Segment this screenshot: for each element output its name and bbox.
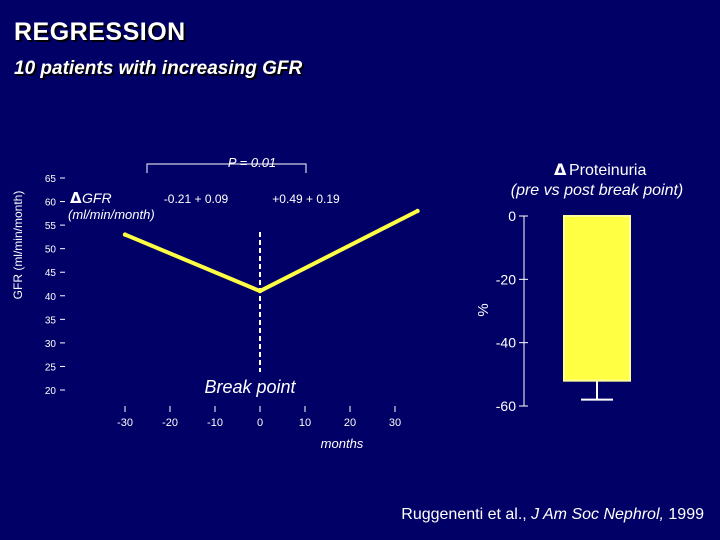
- proteinuria-bar-chart: Δ Proteinuria (pre vs post break point) 0 -2…: [475, 160, 683, 414]
- y-axis-label: GFR (ml/min/month): [11, 191, 25, 300]
- gfr-line-chart: 65 60 55 50 45 40 35 30 25 20 -30 -20 -10 0 10 20 30 mont…: [11, 155, 420, 451]
- proteinuria-bar: [563, 215, 631, 382]
- y-tick-label: 55: [45, 221, 57, 232]
- x-tick-label: 30: [389, 417, 401, 429]
- y-tick-label: 60: [45, 198, 57, 209]
- x-tick-label: -30: [117, 417, 133, 429]
- bar-y-tick-label: -60: [496, 398, 516, 414]
- x-tick-label: -20: [162, 417, 178, 429]
- y-tick-label: 30: [45, 339, 57, 350]
- p-value-text: P = 0.01: [228, 155, 276, 170]
- bar-title-line2: (pre vs post break point): [511, 182, 684, 199]
- x-tick-label: 20: [344, 417, 356, 429]
- y-tick-label: 35: [45, 315, 57, 326]
- p-value-bracket: [146, 163, 307, 173]
- gfr-series-line: [124, 209, 419, 294]
- citation-authors: Ruggenenti et al.,: [401, 506, 532, 523]
- x-tick-label: 10: [299, 417, 311, 429]
- y-tick-label: 45: [45, 268, 57, 279]
- slope-pre: -0.21 + 0.09: [164, 192, 229, 206]
- gfr-point: [122, 232, 128, 237]
- citation-journal: J Am Soc Nephrol,: [531, 506, 664, 523]
- page-title: REGRESSION: [14, 18, 186, 46]
- x-tick-label: -10: [207, 417, 223, 429]
- slope-post: +0.49 + 0.19: [272, 192, 340, 206]
- gfr-point: [257, 288, 263, 294]
- gfr-point: [415, 208, 420, 214]
- bar-y-tick-label: 0: [508, 208, 516, 224]
- delta-gfr-unit: (ml/min/month): [68, 207, 155, 222]
- y-tick-label: 40: [45, 292, 57, 303]
- breakpoint-label: Break point: [204, 377, 296, 397]
- y-tick-label: 50: [45, 245, 57, 256]
- y-tick-label: 25: [45, 362, 57, 373]
- delta-gfr-label: GFR: [82, 190, 112, 206]
- x-tick-label: 0: [257, 417, 263, 429]
- delta-symbol-bar: Δ: [554, 160, 567, 179]
- citation-year: 1999: [663, 506, 704, 523]
- x-axis-label: months: [321, 436, 364, 451]
- bar-title-line1: Proteinuria: [569, 162, 646, 179]
- delta-symbol: Δ: [70, 189, 82, 207]
- y-tick-label: 65: [45, 174, 57, 185]
- citation: Ruggenenti et al., J Am Soc Nephrol, 199…: [401, 506, 704, 524]
- page-subtitle: 10 patients with increasing GFR: [14, 58, 303, 79]
- bar-y-tick-label: -20: [496, 271, 516, 287]
- y-tick-label: 20: [45, 386, 57, 397]
- bar-y-tick-label: -40: [496, 335, 516, 351]
- bar-y-axis-label: %: [475, 303, 492, 316]
